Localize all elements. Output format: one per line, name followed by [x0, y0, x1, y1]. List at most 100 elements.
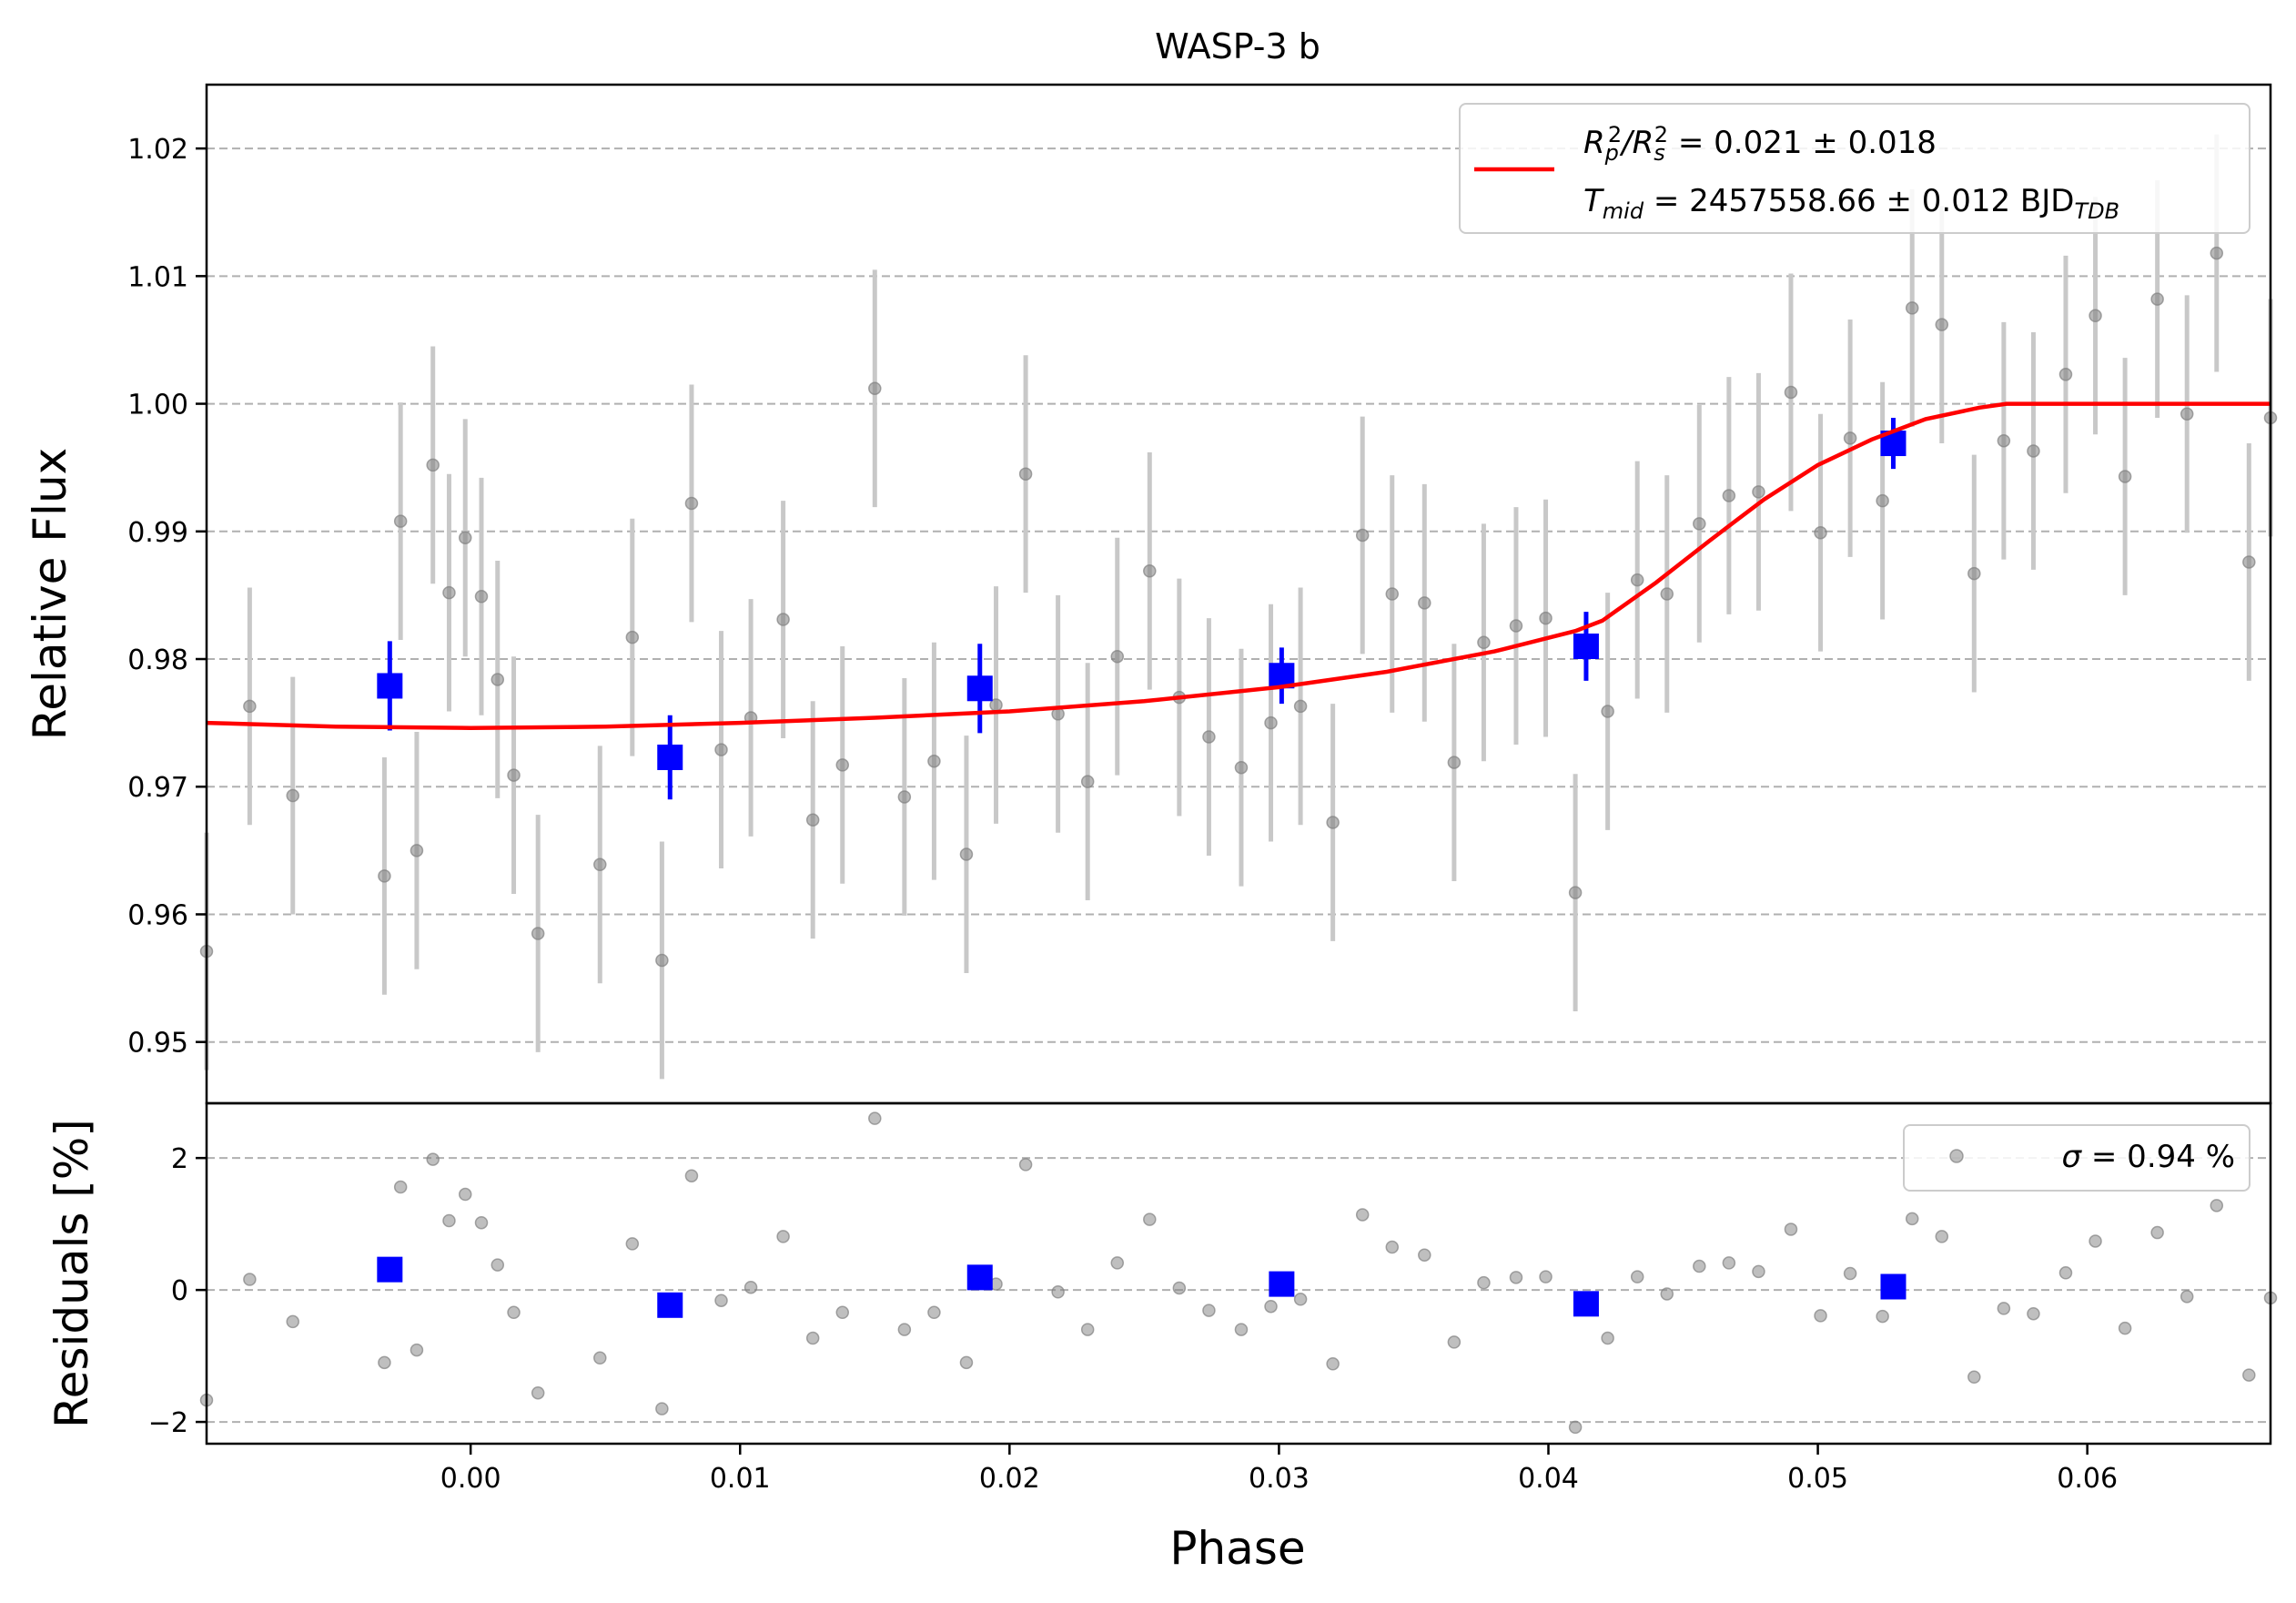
- residual-raw-point: [2118, 1321, 2132, 1335]
- raw-point: [2027, 444, 2040, 458]
- residual-raw-point: [243, 1273, 257, 1286]
- residual-binned-point: [966, 1264, 993, 1291]
- residual-raw-point: [2150, 1225, 2164, 1240]
- residual-raw-point: [1018, 1158, 1033, 1172]
- raw-point: [1630, 573, 1644, 587]
- legend-tmid-text: Tmid = 2457558.66 ± 0.012 BJDTDB: [1583, 183, 2119, 224]
- x-tick-label: 0.04: [1518, 1463, 1579, 1495]
- flux-raw-points: [199, 134, 2278, 1080]
- raw-point: [1722, 489, 1736, 502]
- residual-raw-point: [625, 1237, 640, 1251]
- residual-raw-point: [1509, 1271, 1523, 1284]
- raw-point: [1568, 886, 1583, 899]
- raw-point: [959, 847, 974, 861]
- residuals-y-tick-label: 2: [171, 1143, 188, 1175]
- raw-point: [868, 381, 882, 395]
- residual-raw-point: [593, 1351, 607, 1365]
- x-tick-label: 0.00: [440, 1463, 501, 1495]
- residual-raw-point: [1110, 1256, 1125, 1270]
- flux-legend: Rp2/Rs2 = 0.021 ± 0.018 Tmid = 2457558.6…: [1459, 103, 2250, 234]
- residuals-raw-points: [199, 1111, 2278, 1435]
- residual-raw-point: [1997, 1302, 2011, 1315]
- raw-point: [655, 953, 669, 968]
- residual-raw-point: [868, 1111, 882, 1125]
- residual-raw-point: [1693, 1259, 1706, 1273]
- residual-raw-point: [1293, 1293, 1308, 1306]
- residual-raw-point: [1905, 1212, 1919, 1226]
- raw-point: [1234, 760, 1249, 775]
- residual-raw-point: [1660, 1287, 1674, 1301]
- residual-raw-point: [286, 1314, 299, 1329]
- raw-point: [776, 613, 790, 626]
- raw-point: [1693, 517, 1706, 531]
- x-tick-label: 0.06: [2057, 1463, 2118, 1495]
- residual-raw-point: [743, 1280, 758, 1294]
- residuals-y-tick-label: 0: [171, 1275, 188, 1307]
- raw-point: [1876, 493, 1889, 508]
- residual-raw-point: [1601, 1331, 1614, 1345]
- transit-model-line: [206, 401, 2271, 730]
- flux-legend-box: [1459, 103, 2250, 234]
- raw-point: [2089, 309, 2102, 323]
- flux-binned-points: [377, 417, 1907, 800]
- residual-raw-point: [1202, 1304, 1216, 1317]
- raw-point: [1814, 525, 1827, 540]
- residual-raw-point: [378, 1355, 391, 1370]
- residuals-binned-points: [377, 1256, 1907, 1318]
- x-tick-label: 0.01: [710, 1463, 771, 1495]
- raw-point: [1385, 587, 1400, 601]
- residuals-y-axis-label: Residuals [%]: [46, 1119, 98, 1428]
- flux-panel: 0.95 0.96 0.97 0.98 0.99 1.00 1.01 1.02 Relativ…: [24, 83, 2278, 1105]
- raw-point: [1997, 433, 2011, 448]
- raw-point: [1355, 528, 1370, 543]
- raw-point: [1080, 775, 1095, 788]
- flux-y-tick-label: 0.95: [127, 1028, 188, 1060]
- residual-raw-point: [2210, 1199, 2224, 1212]
- residual-raw-point: [474, 1215, 489, 1230]
- residual-raw-point: [1172, 1281, 1187, 1295]
- binned-point: [657, 744, 683, 770]
- raw-point: [393, 514, 408, 528]
- residuals-y-ticks: −2 0 2: [148, 1143, 207, 1439]
- raw-point: [1752, 485, 1765, 499]
- raw-point: [1418, 596, 1431, 610]
- legend-sigma-text: σ = 0.94 %: [2062, 1139, 2235, 1175]
- x-tick-label: 0.02: [979, 1463, 1040, 1495]
- residual-raw-point: [393, 1180, 408, 1194]
- residuals-panel-frame: [205, 1101, 2272, 1446]
- residual-raw-point: [655, 1402, 669, 1415]
- residual-raw-point: [1326, 1357, 1340, 1371]
- raw-point: [458, 531, 472, 545]
- raw-point: [927, 754, 941, 768]
- raw-point: [1202, 730, 1216, 744]
- residual-raw-point: [1418, 1248, 1431, 1262]
- raw-point: [2210, 246, 2224, 260]
- residual-raw-point: [426, 1152, 440, 1166]
- raw-point: [714, 743, 728, 756]
- raw-point: [442, 585, 456, 600]
- x-axis-label: Phase: [1169, 1522, 1305, 1575]
- residual-raw-point: [1385, 1240, 1400, 1254]
- flux-y-axis-label: Relative Flux: [24, 448, 76, 740]
- residual-binned-point: [1573, 1291, 1599, 1317]
- residual-raw-point: [776, 1230, 790, 1243]
- flux-y-tick-label: 1.01: [127, 261, 188, 293]
- residuals-legend-box: [1903, 1124, 2250, 1192]
- residual-raw-point: [684, 1169, 699, 1182]
- residual-raw-point: [2089, 1234, 2102, 1248]
- raw-point: [2242, 555, 2256, 569]
- raw-point: [507, 768, 521, 782]
- residual-raw-point: [1935, 1230, 1949, 1243]
- raw-point: [1326, 816, 1340, 829]
- residual-raw-point: [1876, 1309, 1889, 1324]
- flux-y-tick-label: 0.99: [127, 517, 188, 549]
- residual-raw-point: [2058, 1266, 2073, 1280]
- legend-rp-rs-text: Rp2/Rs2 = 0.021 ± 0.018: [1583, 122, 1937, 166]
- raw-point: [410, 844, 424, 857]
- residual-raw-point: [927, 1305, 941, 1320]
- raw-point: [1905, 301, 1919, 315]
- raw-point: [243, 699, 257, 714]
- residual-raw-point: [1784, 1223, 1798, 1236]
- residual-raw-point: [1447, 1335, 1462, 1349]
- residual-raw-point: [1477, 1275, 1491, 1290]
